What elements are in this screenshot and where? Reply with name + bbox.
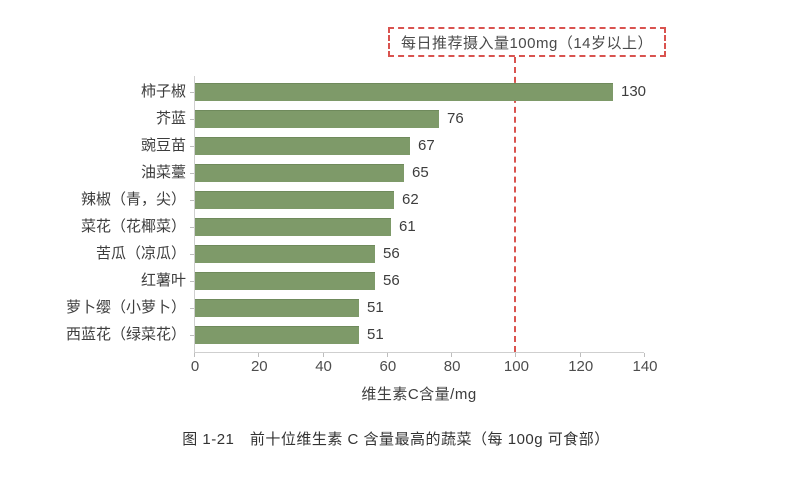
category-label: 油菜薹	[140, 164, 186, 181]
bar	[195, 164, 404, 182]
figure-caption: 图 1-21 前十位维生素 C 含量最高的蔬菜（每 100g 可食部）	[182, 431, 610, 448]
bar-value-label: 67	[418, 137, 435, 154]
bar	[195, 218, 391, 236]
reference-dashed-line	[514, 57, 516, 352]
reference-annotation-box: 每日推荐摄入量100mg（14岁以上）	[388, 27, 666, 57]
category-label: 芥蓝	[155, 110, 186, 127]
reference-annotation-text: 每日推荐摄入量100mg（14岁以上）	[400, 34, 654, 52]
x-axis-line	[194, 352, 644, 353]
x-axis-tick	[515, 353, 517, 357]
x-axis-tick	[258, 353, 260, 357]
bar	[195, 137, 410, 155]
x-axis-tick	[451, 353, 453, 357]
bar	[195, 83, 613, 101]
bar-value-label: 51	[367, 299, 384, 316]
x-axis-tick	[386, 353, 388, 357]
y-axis-tick	[190, 92, 194, 93]
bar-value-label: 62	[402, 191, 419, 208]
bar	[195, 191, 394, 209]
category-label: 豌豆苗	[140, 137, 186, 154]
y-axis-tick	[190, 200, 194, 201]
y-axis-tick	[190, 173, 194, 174]
x-axis-tick	[194, 353, 195, 357]
bar	[195, 272, 375, 290]
y-axis-tick	[190, 281, 194, 282]
x-axis-tick-label: 20	[250, 358, 268, 375]
x-axis-tick-label: 40	[315, 358, 332, 375]
y-axis-tick	[190, 146, 194, 147]
y-axis-tick	[190, 308, 194, 309]
category-label: 柿子椒	[140, 83, 186, 100]
category-label: 萝卜缨（小萝卜）	[65, 299, 186, 316]
category-label: 红薯叶	[140, 272, 186, 289]
bar	[195, 245, 375, 263]
x-axis-tick-label: 80	[443, 358, 461, 375]
x-axis-title: 维生素C含量/mg	[361, 386, 477, 403]
y-axis-line	[194, 76, 195, 352]
y-axis-tick	[190, 227, 194, 228]
y-axis-tick	[190, 254, 194, 255]
bar	[195, 110, 439, 128]
category-label: 辣椒（青，尖）	[80, 191, 186, 208]
y-axis-tick	[190, 335, 194, 336]
bar	[195, 326, 359, 344]
y-axis-tick	[190, 119, 194, 120]
category-label: 菜花（花椰菜）	[80, 218, 186, 235]
x-axis-tick-label: 120	[568, 358, 594, 375]
x-axis-tick-label: 100	[503, 358, 529, 375]
x-axis-tick	[322, 353, 324, 357]
x-axis-tick-label: 0	[190, 358, 200, 375]
x-axis-tick-label: 60	[379, 358, 397, 375]
bar-value-label: 65	[412, 164, 429, 181]
bar-value-label: 56	[383, 272, 400, 289]
bar-value-label: 56	[383, 245, 400, 262]
bar-value-label: 61	[399, 218, 416, 235]
bar-value-label: 76	[447, 110, 464, 127]
bar-value-label: 130	[621, 83, 647, 100]
category-label: 西蓝花（绿菜花）	[65, 326, 186, 343]
x-axis-tick-label: 140	[632, 358, 658, 375]
category-label: 苦瓜（凉瓜）	[95, 245, 186, 262]
x-axis-tick	[579, 353, 581, 357]
bar-value-label: 51	[367, 326, 384, 343]
x-axis-tick	[644, 353, 645, 357]
bar	[195, 299, 359, 317]
